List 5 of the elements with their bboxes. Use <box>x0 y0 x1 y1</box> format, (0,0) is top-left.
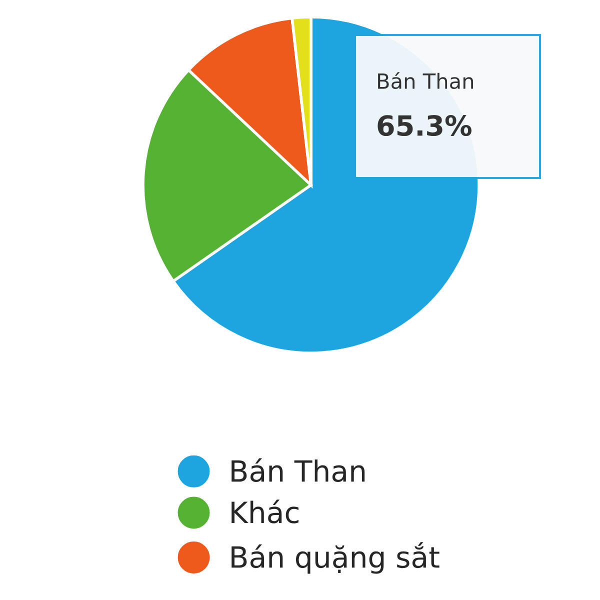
text: Bán Than <box>378 72 474 90</box>
legend-label: Bán Than <box>232 458 365 482</box>
legend-label: Bán quặng sắt <box>232 542 440 574</box>
text: 65.3% <box>378 115 472 136</box>
legend-label: Khác <box>232 500 298 524</box>
